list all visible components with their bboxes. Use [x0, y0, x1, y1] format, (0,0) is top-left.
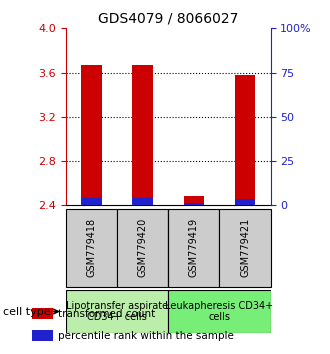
- Bar: [32, 308, 52, 319]
- Text: GSM779421: GSM779421: [240, 218, 250, 278]
- Text: percentile rank within the sample: percentile rank within the sample: [58, 331, 234, 341]
- Bar: [133, 65, 153, 205]
- Text: GSM779418: GSM779418: [86, 218, 97, 278]
- Text: Lipotransfer aspirate
CD34+ cells: Lipotransfer aspirate CD34+ cells: [66, 301, 168, 322]
- Bar: [81, 65, 102, 205]
- FancyBboxPatch shape: [117, 209, 168, 287]
- FancyBboxPatch shape: [66, 290, 168, 333]
- Title: GDS4079 / 8066027: GDS4079 / 8066027: [98, 12, 239, 26]
- FancyBboxPatch shape: [168, 209, 219, 287]
- Bar: [183, 203, 204, 205]
- FancyBboxPatch shape: [168, 290, 271, 333]
- FancyBboxPatch shape: [66, 209, 117, 287]
- Bar: [133, 198, 153, 205]
- Bar: [81, 198, 102, 205]
- Text: transformed count: transformed count: [58, 309, 155, 319]
- Text: cell type: cell type: [3, 307, 51, 316]
- Text: GSM779419: GSM779419: [189, 218, 199, 278]
- Bar: [235, 199, 255, 205]
- Text: Leukapheresis CD34+
cells: Leukapheresis CD34+ cells: [165, 301, 274, 322]
- Bar: [32, 330, 52, 341]
- FancyBboxPatch shape: [219, 209, 271, 287]
- Bar: [183, 196, 204, 205]
- Bar: [235, 75, 255, 205]
- Text: GSM779420: GSM779420: [138, 218, 148, 278]
